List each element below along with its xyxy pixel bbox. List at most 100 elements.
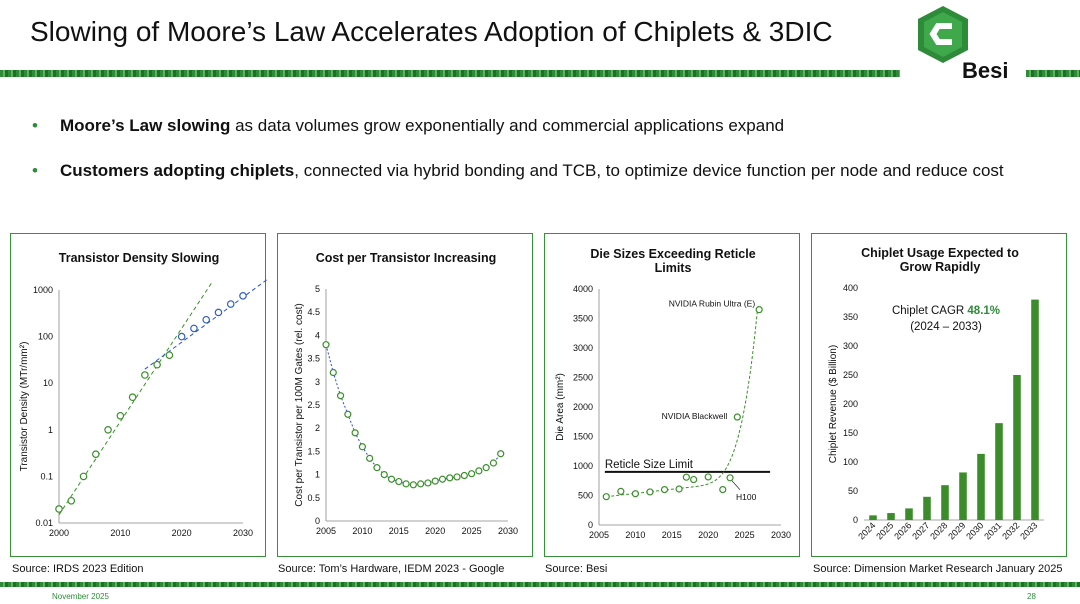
bar [1013,375,1021,520]
data-annotation: NVIDIA Blackwell [662,411,728,421]
chart-panel-chiplet: Chiplet Usage Expected to Grow Rapidly 0 50… [811,233,1067,557]
source-note: Source: Tom’s Hardware, IEDM 2023 - Goog… [278,563,505,575]
bar [887,513,895,520]
bullet-text: , connected via hybrid bonding and TCB, … [294,161,1004,180]
data-point [358,443,367,451]
data-point [733,413,741,421]
y-tick-label: 0 [853,515,858,525]
logo-text: Besi [962,58,1008,82]
bullet-text: as data volumes grow exponentially and c… [230,116,785,135]
data-point [497,450,505,458]
y-tick-label: 1000 [33,285,53,295]
data-point [602,493,610,501]
y-tick-label: 2.5 [307,400,320,410]
bar [905,508,913,520]
y-tick-label: 350 [843,312,858,322]
x-tick-label: 2032 [1000,520,1021,541]
x-tick-label: 2030 [771,530,791,540]
x-tick-label: 2026 [892,520,913,541]
y-tick-label: 2000 [573,402,593,412]
data-point [344,410,352,418]
data-point [409,481,417,489]
cagr-range: (2024 – 2033) [910,321,982,333]
y-tick-label: 100 [38,332,53,342]
y-tick-label: 4 [315,330,320,340]
x-tick-label: 2020 [425,526,445,536]
data-point [690,475,698,484]
bar [1031,299,1039,520]
y-tick-label: 3500 [573,314,593,324]
bar [923,496,931,520]
slide-title: Slowing of Moore’s Law Accelerates Adopt… [30,16,833,47]
x-tick-label: 2030 [964,520,985,541]
data-point [438,475,447,483]
data-point [336,392,345,400]
data-annotation: NVIDIA Rubin Ultra (E) [669,299,756,309]
reticle-limit-label: Reticle Size Limit [605,459,694,471]
y-tick-label: 1000 [573,461,593,471]
data-point [387,475,396,483]
data-point [351,429,359,437]
data-point [395,477,403,486]
y-tick-label: 0.5 [307,493,320,503]
bullet-list: • Moore’s Law slowing as data volumes gr… [32,116,1004,206]
data-point [755,306,763,314]
y-tick-label: 3 [315,377,320,387]
data-point [190,324,198,333]
trend-line [58,281,213,516]
x-tick-label: 2000 [49,528,69,538]
bullet-bold: Moore’s Law slowing [60,116,231,135]
data-point [417,480,425,488]
data-point [92,450,100,458]
x-tick-label: 2027 [910,520,931,541]
source-note: Source: Dimension Market Research Januar… [813,563,1063,575]
y-tick-label: 2 [315,423,320,433]
x-tick-label: 2015 [662,530,682,540]
x-tick-label: 2031 [982,520,1003,541]
x-tick-label: 2015 [389,526,409,536]
data-point [402,480,410,488]
data-point [322,341,330,349]
data-point [424,479,432,487]
data-point [79,472,88,481]
title-underline-band [0,70,900,77]
page-number: 28 [1027,592,1036,601]
data-point [460,471,468,480]
annotation-leader [731,480,741,491]
y-tick-label: 1500 [573,432,593,442]
chart-title: Transistor Density Slowing [59,251,219,265]
bar [869,515,877,520]
x-tick-label: 2028 [928,520,949,541]
y-axis-label: Transistor Density (MTr/mm²) [19,342,30,472]
data-point [646,488,654,496]
footer-band [0,582,1080,587]
y-tick-label: 1 [48,425,53,435]
y-tick-label: 5 [315,284,320,294]
chart-title: Limits [655,261,692,275]
besi-logo: Besi [918,6,1008,82]
data-point [726,474,734,482]
data-point [446,474,454,482]
data-point [675,485,683,493]
data-annotation: H100 [736,492,757,502]
data-point [202,315,211,324]
cost-chart: Cost per Transistor Increasing 0 0.5 1 1.5 2 2… [294,251,518,536]
x-tick-label: 2030 [498,526,518,536]
y-tick-label: 4000 [573,284,593,294]
density-chart: Transistor Density Slowing 0.01 0.1 1 10 100 1… [19,251,267,538]
x-tick-label: 2029 [946,520,967,541]
y-tick-label: 500 [578,491,593,501]
bullet-dot-icon: • [32,116,38,135]
y-axis-label: Die Area (mm²) [555,373,566,441]
trend-line [606,306,760,498]
data-point [67,496,76,505]
chart-panel-density: Transistor Density Slowing 0.01 0.1 1 10 100 1… [10,233,267,557]
data-point [704,473,712,481]
data-point [453,473,461,481]
x-tick-label: 2030 [233,528,253,538]
chart-title: Chiplet Usage Expected to [861,246,1019,260]
data-point [329,368,337,377]
bar [941,485,949,520]
data-point [660,486,669,494]
